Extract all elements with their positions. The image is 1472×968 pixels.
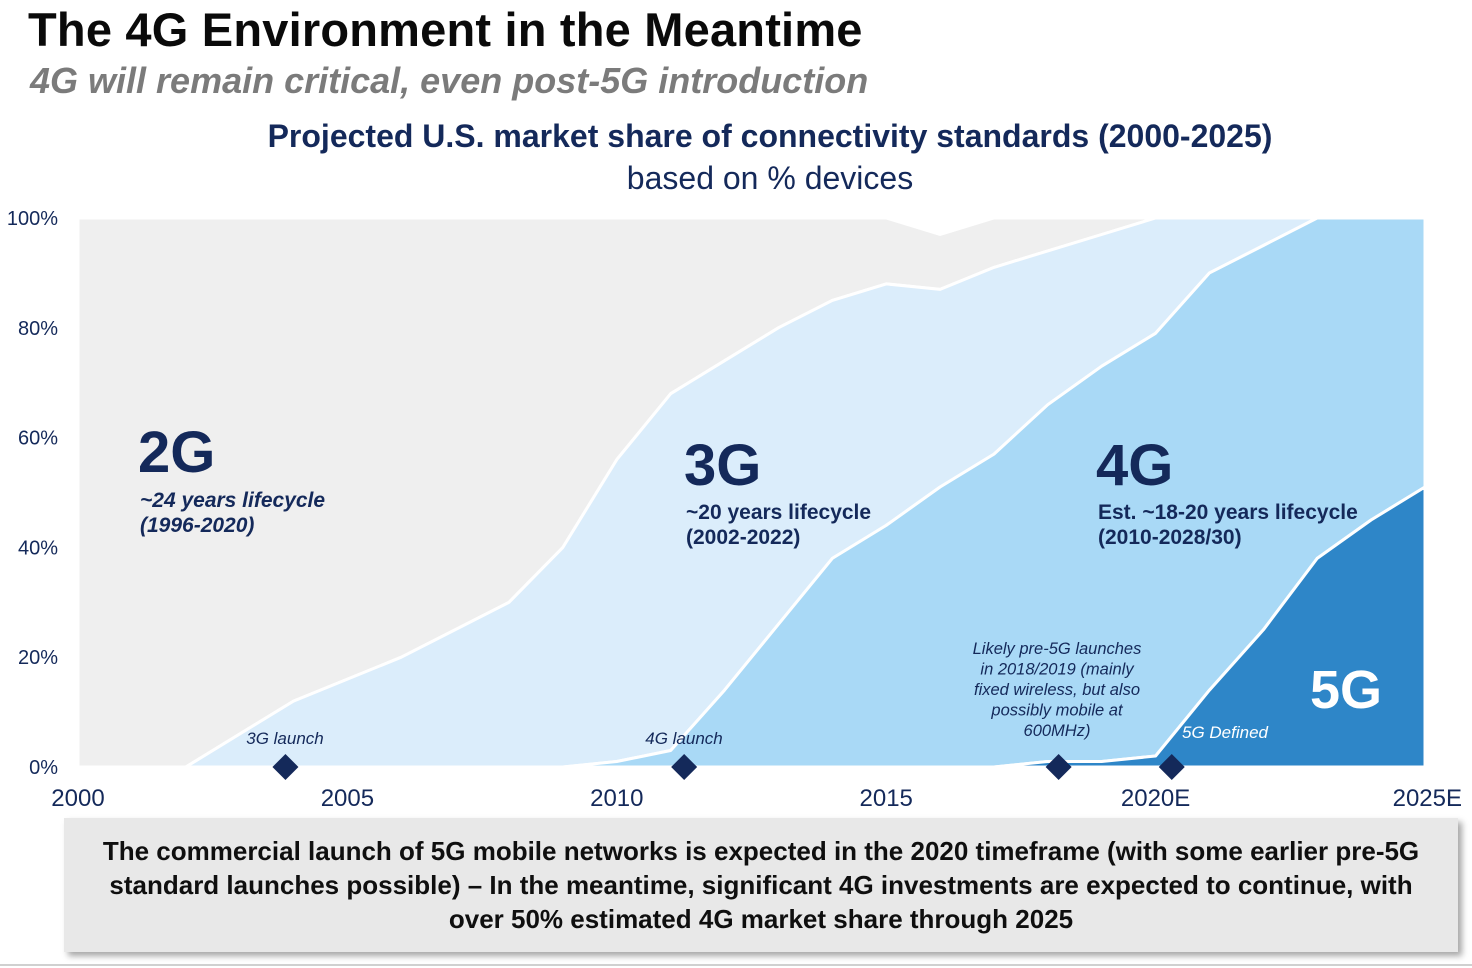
milestone-label-pre5g-line: 600MHz) bbox=[1024, 722, 1091, 740]
milestone-label-3g-launch: 3G launch bbox=[246, 729, 324, 748]
label-4g-years: (2010-2028/30) bbox=[1098, 526, 1242, 549]
chart-title: Projected U.S. market share of connectiv… bbox=[267, 118, 1273, 154]
milestone-label-pre5g-line: Likely pre-5G launches bbox=[973, 640, 1142, 658]
milestone-marker bbox=[272, 754, 299, 780]
milestone-marker bbox=[1158, 754, 1185, 780]
milestone-label-4g-launch: 4G launch bbox=[645, 729, 723, 748]
y-tick-label: 100% bbox=[7, 208, 58, 230]
milestone-marker bbox=[1045, 754, 1072, 780]
label-3g-years: (2002-2022) bbox=[686, 526, 800, 549]
milestone-marker bbox=[671, 754, 698, 780]
bottom-divider bbox=[0, 964, 1472, 966]
x-tick-label: 2015 bbox=[860, 785, 913, 812]
slide-subtitle: 4G will remain critical, even post-5G in… bbox=[30, 60, 869, 101]
milestone-label-5g-defined: 5G Defined bbox=[1182, 723, 1269, 742]
label-2g-years: (1996-2020) bbox=[140, 514, 254, 537]
chart-subtitle: based on % devices bbox=[626, 160, 914, 196]
summary-callout-text: The commercial launch of 5G mobile netwo… bbox=[102, 836, 1420, 934]
y-tick-label: 40% bbox=[18, 537, 58, 559]
label-4g: 4G bbox=[1096, 433, 1173, 498]
label-5g: 5G bbox=[1310, 660, 1382, 720]
slide-title: The 4G Environment in the Meantime bbox=[28, 3, 863, 56]
summary-callout: The commercial launch of 5G mobile netwo… bbox=[64, 818, 1458, 952]
market-share-area-chart: 0% 20% 40% 60% 80% 100% 2000 2005 2010 2015 2020E 2… bbox=[7, 208, 1462, 812]
milestone-label-pre5g-line: fixed wireless, but also bbox=[974, 681, 1140, 699]
label-3g-lifecycle: ~20 years lifecycle bbox=[686, 501, 871, 524]
x-tick-label: 2025E bbox=[1393, 785, 1462, 812]
x-tick-label: 2010 bbox=[590, 785, 643, 812]
label-2g: 2G bbox=[138, 420, 215, 485]
label-4g-lifecycle: Est. ~18-20 years lifecycle bbox=[1098, 501, 1358, 524]
label-3g: 3G bbox=[684, 433, 761, 498]
y-tick-label: 0% bbox=[29, 757, 58, 779]
y-tick-label: 80% bbox=[18, 318, 58, 340]
milestone-label-pre5g-line: in 2018/2019 (mainly bbox=[980, 661, 1135, 679]
x-tick-label: 2005 bbox=[321, 785, 374, 812]
label-2g-lifecycle: ~24 years lifecycle bbox=[140, 489, 325, 512]
x-tick-label: 2000 bbox=[51, 785, 104, 812]
y-tick-label: 20% bbox=[18, 647, 58, 669]
y-tick-label: 60% bbox=[18, 428, 58, 450]
x-tick-label: 2020E bbox=[1121, 785, 1190, 812]
milestone-label-pre5g-line: possibly mobile at bbox=[990, 702, 1124, 720]
